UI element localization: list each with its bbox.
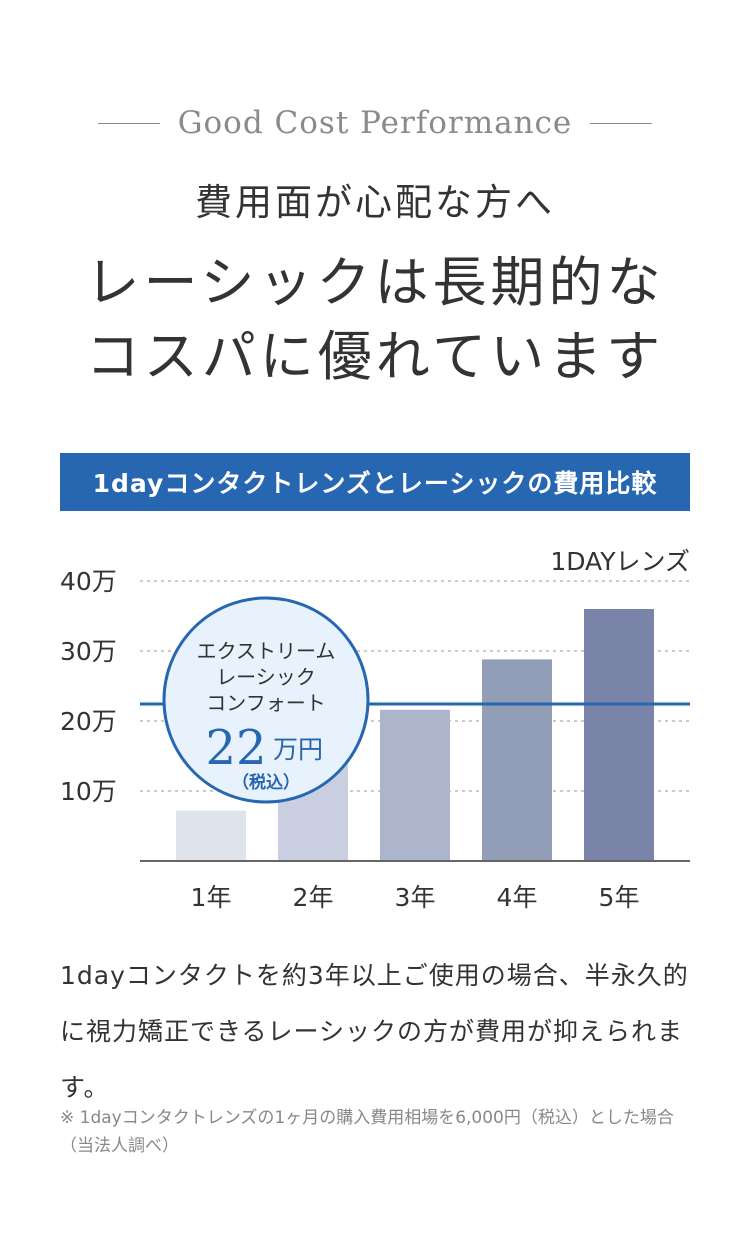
section-subtitle: 費用面が心配な方へ bbox=[195, 181, 555, 224]
eyebrow-text: Good Cost Performance bbox=[177, 105, 573, 141]
y-tick-label: 30万 bbox=[60, 637, 117, 666]
headline-line-1: レーシックは長期的な bbox=[85, 251, 665, 314]
bar-5 bbox=[584, 609, 654, 861]
badge-price-unit: 万円 bbox=[273, 735, 323, 764]
badge-label-line-2: レーシック bbox=[216, 665, 316, 689]
x-tick-label: 3年 bbox=[395, 883, 436, 912]
chart-banner: 1dayコンタクトレンズとレーシックの費用比較 bbox=[60, 453, 690, 511]
headline-line-2: コスパに優れています bbox=[85, 325, 665, 388]
reference-badge bbox=[162, 596, 370, 804]
badge-price-number: 22 bbox=[205, 720, 266, 776]
bar-4 bbox=[482, 659, 552, 861]
bar-3 bbox=[380, 709, 450, 861]
footnote: ※ 1dayコンタクトレンズの1ヶ月の購入費用相場を6,000円（税込）とした場… bbox=[60, 1108, 674, 1156]
y-tick-label: 40万 bbox=[60, 567, 117, 596]
badge-tax-note: （税込） bbox=[232, 772, 300, 793]
x-tick-label: 4年 bbox=[497, 883, 538, 912]
x-tick-label: 1年 bbox=[191, 883, 232, 912]
chart-description: 1dayコンタクトを約3年以上ご使用の場合、半永久的に視力矯正できるレーシックの… bbox=[60, 961, 689, 1102]
series-label: 1DAYレンズ bbox=[550, 547, 690, 576]
eyebrow-divider-left bbox=[97, 122, 160, 124]
badge-label-line-1: エクストリーム bbox=[197, 639, 336, 663]
section-headline: レーシックは長期的な コスパに優れています bbox=[0, 246, 750, 394]
x-tick-label: 2年 bbox=[293, 883, 334, 912]
y-tick-label: 10万 bbox=[60, 777, 117, 806]
bar-1 bbox=[176, 810, 246, 861]
eyebrow-divider-right bbox=[590, 122, 653, 124]
y-tick-label: 20万 bbox=[60, 707, 117, 736]
eyebrow-row: Good Cost Performance bbox=[0, 100, 750, 146]
x-tick-label: 5年 bbox=[599, 883, 640, 912]
cost-comparison-chart: 10万 20万 30万 40万 1DAYレンズ 1年 2年 3年 4年 5年 エクストリームレーシッ… bbox=[60, 547, 690, 912]
badge-label-line-3: コンフォート bbox=[206, 691, 325, 715]
